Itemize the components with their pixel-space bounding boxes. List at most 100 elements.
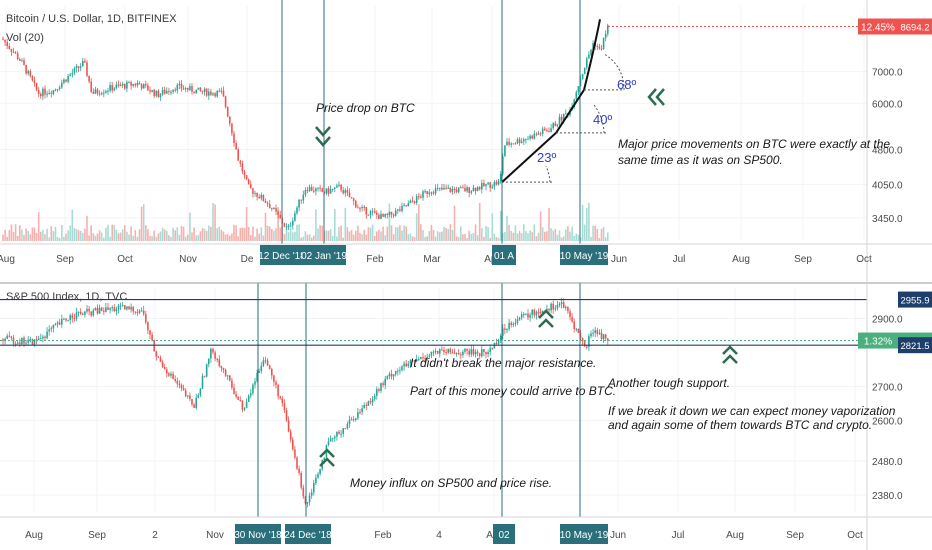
btc-candle-body xyxy=(94,89,97,94)
btc-volume-bar xyxy=(422,230,424,241)
sp-candle-body xyxy=(115,308,118,312)
sp-candle-body xyxy=(205,364,208,377)
btc-volume-bar xyxy=(79,230,82,241)
sp-candle-body xyxy=(56,322,59,325)
sp-candle-body xyxy=(390,373,393,377)
btc-time-tick: Aug xyxy=(732,254,750,265)
btc-volume-bar xyxy=(25,228,27,241)
sp-candle-body xyxy=(474,351,477,355)
btc-candle-body xyxy=(369,211,372,215)
sp-candle-body xyxy=(296,457,298,469)
sp-candle-body xyxy=(113,307,116,312)
btc-volume-bar xyxy=(273,230,275,241)
reference-lines xyxy=(0,0,867,517)
btc-date-tag-bg xyxy=(260,245,304,265)
sp-candle-body xyxy=(302,487,305,497)
btc-candle-body xyxy=(229,116,231,124)
sp-candle-body xyxy=(485,352,487,355)
btc-candle-body xyxy=(407,203,410,207)
btc-volume-bar xyxy=(577,234,580,241)
sp-candle-body xyxy=(226,375,229,377)
sp-candle-body xyxy=(100,307,103,311)
sp-candle-body xyxy=(52,325,55,329)
trendline-40 xyxy=(555,89,585,134)
btc-candle-body xyxy=(195,89,197,94)
btc-volume-bar xyxy=(243,227,246,241)
btc-candle-body xyxy=(287,226,290,228)
angle-40-label: 40º xyxy=(593,112,612,127)
btc-candle-body xyxy=(247,179,250,185)
sp-candle-body xyxy=(308,495,311,503)
btc-volume-bar xyxy=(371,224,374,241)
btc-volume-bar xyxy=(44,234,46,241)
btc-candle-body xyxy=(531,135,533,139)
btc-candle-body xyxy=(527,138,529,140)
btc-volume-bar xyxy=(187,234,189,241)
btc-candle-body xyxy=(537,133,540,135)
btc-volume-bar xyxy=(90,225,92,241)
btc-candle-body xyxy=(428,192,431,194)
btc-price-tag-change-bg xyxy=(858,18,898,35)
sp-candle-body xyxy=(298,468,300,473)
sp-candle-body xyxy=(346,424,349,429)
sp-candle-body xyxy=(424,358,426,360)
btc-volume-bar xyxy=(403,225,405,241)
btc-candle-body xyxy=(487,182,489,185)
btc-candle-body xyxy=(88,75,90,82)
sp-candle-body xyxy=(361,408,363,413)
sp-candle-body xyxy=(48,329,50,332)
btc-volume-bar xyxy=(378,229,380,241)
btc-volume-bar xyxy=(73,228,76,241)
sp-candle-body xyxy=(40,338,42,340)
sp-candle-body xyxy=(73,318,76,320)
sp-price-tag-change-bg xyxy=(858,332,898,349)
sp-candle-body xyxy=(46,331,48,339)
btc-candle-body xyxy=(163,89,166,94)
sp-candle-body xyxy=(208,358,210,365)
sp-candle-body xyxy=(331,438,334,440)
btc-candle-body xyxy=(388,211,391,215)
btc-candle-body xyxy=(539,133,542,135)
btc-volume-bar xyxy=(145,225,147,241)
btc-candle-body xyxy=(455,189,458,193)
btc-candle-body xyxy=(79,66,82,68)
btc-candle-body xyxy=(481,182,483,190)
sp-candle-body xyxy=(607,338,609,341)
btc-candle-body xyxy=(46,93,48,95)
btc-volume-bar xyxy=(430,224,433,241)
btc-candle-body xyxy=(588,54,590,59)
btc-candle-body xyxy=(436,187,439,189)
sp-candle-body xyxy=(35,339,38,341)
sp-candle-body xyxy=(98,307,101,314)
sp-candle-body xyxy=(508,322,510,330)
btc-volume-bar xyxy=(489,237,491,241)
sp-candle-body xyxy=(235,394,237,397)
sp-candle-body xyxy=(334,436,336,439)
btc-candle-body xyxy=(285,226,288,228)
btc-volume-bar xyxy=(237,236,239,241)
btc-volume-bar xyxy=(111,224,113,241)
btc-candle-body xyxy=(233,133,235,144)
sp-candle-body xyxy=(103,310,105,312)
btc-candle-body xyxy=(300,199,302,201)
btc-candle-body xyxy=(359,207,361,209)
sp-date-tag-bg xyxy=(235,524,281,544)
btc-volume-bar xyxy=(149,235,151,241)
sp-time-tick: Aug xyxy=(25,530,43,541)
btc-volume-bar xyxy=(130,226,132,241)
sp-candle-body xyxy=(310,492,313,496)
btc-volume-bar xyxy=(462,234,464,241)
btc-volume-bar xyxy=(191,232,193,241)
sp-candle-body xyxy=(352,419,355,421)
sp-candle-body xyxy=(31,339,34,346)
btc-candle-body xyxy=(403,205,405,207)
btc-volume-bar xyxy=(92,233,95,241)
btc-candle-body xyxy=(42,88,44,97)
sp-candle-body xyxy=(54,324,57,326)
btc-volume-bar xyxy=(218,226,221,241)
btc-candle-body xyxy=(445,187,447,189)
sp-candle-body xyxy=(140,310,143,312)
btc-price-tick: 3450.0 xyxy=(872,214,903,225)
btc-volume-bar xyxy=(147,229,149,241)
